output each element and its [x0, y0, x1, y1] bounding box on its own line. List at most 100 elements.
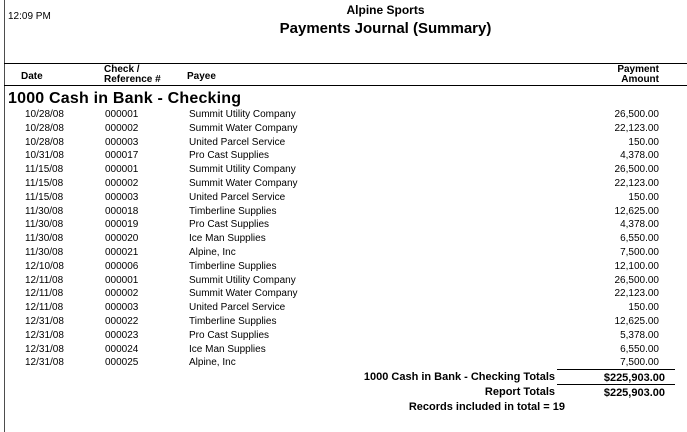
cell-amount: 150.00	[628, 302, 659, 314]
cell-payee: Summit Utility Company	[189, 274, 296, 286]
cell-amount: 26,500.00	[614, 164, 660, 176]
cell-check-number: 000001	[105, 274, 139, 286]
cell-amount: 22,123.00	[614, 288, 660, 300]
cell-amount: 150.00	[628, 136, 659, 148]
cell-amount: 12,625.00	[614, 315, 660, 327]
table-header: Date Check / Reference # Payee Payment A…	[4, 63, 687, 86]
cell-check-number: 000002	[105, 177, 139, 189]
column-header-amount-line1: Payment	[617, 64, 659, 75]
cell-date: 12/11/08	[25, 288, 64, 300]
cell-check-number: 000018	[105, 205, 139, 217]
cell-check-number: 000003	[105, 191, 139, 203]
table-row: 11/30/08 000018 Timberline Supplies 12,6…	[4, 205, 687, 219]
cell-date: 10/28/08	[25, 136, 64, 148]
table-row: 12/31/08 000025 Alpine, Inc 7,500.00	[4, 356, 687, 370]
cell-payee: Pro Cast Supplies	[189, 329, 270, 341]
column-header-amount-line2: Amount	[621, 74, 659, 85]
cell-amount: 7,500.00	[620, 357, 659, 369]
cell-date: 11/30/08	[25, 205, 64, 217]
cell-check-number: 000025	[105, 357, 139, 369]
table-row: 11/30/08 000021 Alpine, Inc 7,500.00	[4, 246, 687, 260]
report-total-amount: $225,903.00	[557, 384, 675, 400]
cell-date: 12/10/08	[25, 260, 64, 272]
cell-check-number: 000024	[105, 343, 139, 355]
print-timestamp: 12:09 PM	[8, 11, 51, 22]
table-row: 11/30/08 000019 Pro Cast Supplies 4,378.…	[4, 218, 687, 232]
cell-payee: Summit Utility Company	[189, 109, 296, 120]
cell-date: 10/31/08	[25, 150, 64, 162]
section-total-row: 1000 Cash in Bank - Checking Totals $225…	[4, 369, 687, 384]
column-header-payment-amount: Payment Amount	[617, 65, 659, 85]
cell-amount: 5,378.00	[620, 329, 659, 341]
cell-date: 11/15/08	[25, 164, 64, 176]
cell-check-number: 000001	[105, 109, 139, 120]
cell-date: 11/30/08	[25, 219, 64, 231]
cell-date: 12/31/08	[25, 343, 64, 355]
table-row: 11/15/08 000001 Summit Utility Company 2…	[4, 163, 687, 177]
records-count-note: Records included in total = 19	[408, 401, 565, 413]
column-header-payee: Payee	[187, 71, 216, 82]
cell-amount: 4,378.00	[620, 150, 659, 162]
cell-date: 12/31/08	[25, 329, 64, 341]
cell-amount: 22,123.00	[614, 122, 660, 134]
table-row: 12/31/08 000022 Timberline Supplies 12,6…	[4, 315, 687, 329]
cell-check-number: 000023	[105, 329, 139, 341]
table-row: 12/11/08 000001 Summit Utility Company 2…	[4, 274, 687, 288]
cell-check-number: 000002	[105, 122, 139, 134]
cell-amount: 6,550.00	[620, 233, 659, 245]
cell-date: 12/31/08	[25, 315, 64, 327]
column-header-date: Date	[21, 71, 43, 82]
column-header-check-line2: Reference #	[104, 74, 161, 85]
cell-date: 10/28/08	[25, 122, 64, 134]
cell-amount: 6,550.00	[620, 343, 659, 355]
cell-check-number: 000022	[105, 315, 139, 327]
cell-check-number: 000002	[105, 288, 139, 300]
cell-payee: Pro Cast Supplies	[189, 150, 270, 162]
cell-amount: 150.00	[628, 191, 659, 203]
cell-payee: United Parcel Service	[189, 302, 286, 314]
table-row: 12/10/08 000006 Timberline Supplies 12,1…	[4, 260, 687, 274]
cell-date: 12/31/08	[25, 357, 64, 369]
cell-check-number: 000017	[105, 150, 139, 162]
table-row: 10/28/08 000003 United Parcel Service 15…	[4, 136, 687, 150]
cell-payee: Summit Water Company	[189, 177, 298, 189]
cell-amount: 4,378.00	[620, 219, 659, 231]
cell-date: 11/30/08	[25, 233, 64, 245]
page-left-border	[4, 0, 5, 432]
cell-payee: Timberline Supplies	[189, 205, 277, 217]
company-name: Alpine Sports	[346, 3, 425, 17]
table-row: 11/15/08 000002 Summit Water Company 22,…	[4, 177, 687, 191]
cell-payee: Summit Water Company	[189, 288, 298, 300]
table-row: 11/15/08 000003 United Parcel Service 15…	[4, 191, 687, 205]
table-row: 10/28/08 000001 Summit Utility Company 2…	[4, 108, 687, 122]
table-body: 10/28/08 000001 Summit Utility Company 2…	[4, 108, 687, 370]
totals-section: 1000 Cash in Bank - Checking Totals $225…	[4, 369, 687, 413]
cell-payee: United Parcel Service	[189, 136, 286, 148]
cell-check-number: 000019	[105, 219, 139, 231]
report-total-label: Report Totals	[484, 386, 555, 398]
column-header-check-line1: Check /	[104, 64, 140, 75]
cell-payee: Timberline Supplies	[189, 315, 277, 327]
cell-check-number: 000001	[105, 164, 139, 176]
column-header-check-reference: Check / Reference #	[104, 65, 161, 85]
cell-payee: Pro Cast Supplies	[189, 219, 270, 231]
cell-date: 12/11/08	[25, 274, 64, 286]
cell-date: 11/30/08	[25, 246, 64, 258]
cell-amount: 26,500.00	[614, 274, 660, 286]
table-row: 10/28/08 000002 Summit Water Company 22,…	[4, 122, 687, 136]
table-row: 12/11/08 000003 United Parcel Service 15…	[4, 301, 687, 315]
table-row: 10/31/08 000017 Pro Cast Supplies 4,378.…	[4, 149, 687, 163]
cell-amount: 12,100.00	[614, 260, 660, 272]
cell-date: 10/28/08	[25, 109, 64, 120]
cell-payee: Summit Utility Company	[189, 164, 296, 176]
table-row: 12/31/08 000024 Ice Man Supplies 6,550.0…	[4, 343, 687, 357]
cell-payee: Ice Man Supplies	[189, 233, 266, 245]
cell-check-number: 000021	[105, 246, 139, 258]
cell-amount: 12,625.00	[614, 205, 660, 217]
report-total-row: Report Totals $225,903.00	[4, 384, 687, 399]
cell-check-number: 000006	[105, 260, 139, 272]
cell-payee: Ice Man Supplies	[189, 343, 266, 355]
table-row: 12/11/08 000002 Summit Water Company 22,…	[4, 287, 687, 301]
cell-amount: 7,500.00	[620, 246, 659, 258]
